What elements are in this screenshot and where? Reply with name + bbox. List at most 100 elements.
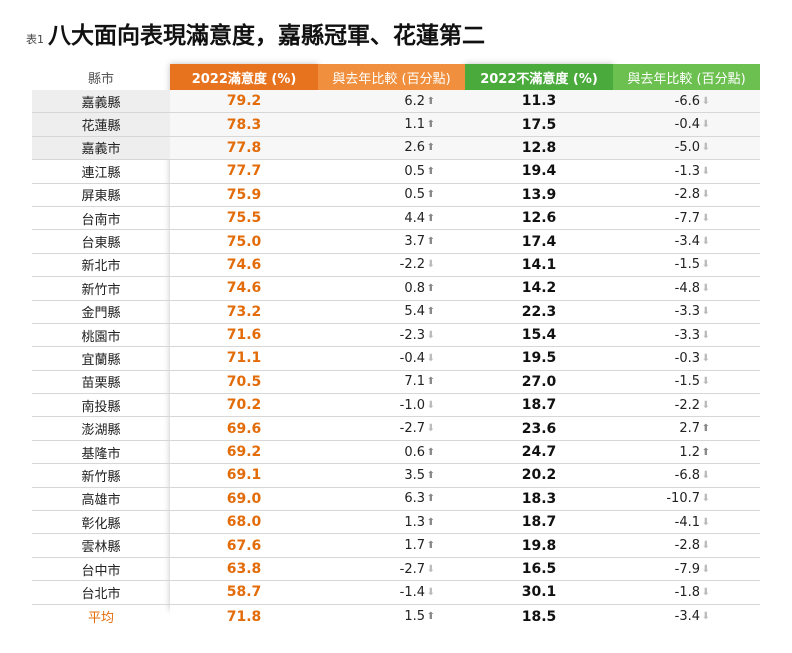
satisfaction-value: 58.7 xyxy=(226,584,262,601)
sat-change-value: 0.8 xyxy=(404,280,425,296)
dissatisfaction-value: 19.8 xyxy=(521,537,557,554)
dis-change-value: 1.2 xyxy=(679,444,700,460)
table-number: 表1 xyxy=(26,33,44,46)
satisfaction-cell: 75.9 xyxy=(170,183,318,207)
sat-change-cell: 0.5 ⬆ xyxy=(318,183,465,207)
dissatisfaction-value: 18.5 xyxy=(521,608,557,625)
arrow-up-icon: ⬆ xyxy=(701,446,710,458)
dissatisfaction-cell: 16.5 xyxy=(465,557,613,582)
dis-change-value: -7.7 xyxy=(674,210,700,226)
dissatisfaction-cell: 19.5 xyxy=(465,346,613,371)
dis-change-cell: 2.7 ⬆ xyxy=(613,416,760,441)
satisfaction-value: 69.2 xyxy=(226,444,262,461)
satisfaction-value: 75.9 xyxy=(226,186,262,203)
table-body: 嘉義縣 79.2 6.2 ⬆ 11.3 -6.6 ⬇ 花蓮縣 78.3 1.1 ⬆ 17.5 -0.4 ⬇… xyxy=(32,90,760,629)
table-row: 連江縣 77.7 0.5 ⬆ 19.4 -1.3 ⬇ xyxy=(32,159,760,184)
arrow-down-icon: ⬇ xyxy=(701,376,710,388)
table-header-row: 縣市 2022滿意度 (%) 與去年比較 (百分點) 2022不滿意度 (%) … xyxy=(32,64,760,90)
county-cell: 屏東縣 xyxy=(32,183,170,207)
dissatisfaction-value: 24.7 xyxy=(521,444,557,461)
dissatisfaction-value: 19.4 xyxy=(521,163,557,180)
arrow-down-icon: ⬇ xyxy=(701,399,710,411)
county-cell: 彰化縣 xyxy=(32,510,170,535)
satisfaction-cell: 71.1 xyxy=(170,346,318,371)
county-value: 平均 xyxy=(87,611,114,627)
dis-change-cell: -3.4 ⬇ xyxy=(613,603,760,629)
arrow-up-icon: ⬆ xyxy=(426,540,435,552)
arrow-up-icon: ⬆ xyxy=(426,189,435,201)
arrow-down-icon: ⬇ xyxy=(701,95,710,107)
satisfaction-cell: 77.7 xyxy=(170,159,318,184)
county-cell: 台中市 xyxy=(32,557,170,582)
dis-change-cell: -6.6 ⬇ xyxy=(613,90,760,114)
arrow-down-icon: ⬇ xyxy=(426,423,435,435)
arrow-down-icon: ⬇ xyxy=(426,563,435,575)
sat-change-cell: 1.7 ⬆ xyxy=(318,533,465,558)
dis-change-value: 2.7 xyxy=(679,421,700,437)
dis-change-cell: -10.7 ⬇ xyxy=(613,487,760,512)
arrow-down-icon: ⬇ xyxy=(701,352,710,364)
sat-change-cell: -2.3 ⬇ xyxy=(318,323,465,348)
satisfaction-cell: 70.5 xyxy=(170,370,318,395)
dis-change-value: -1.5 xyxy=(674,257,700,273)
arrow-down-icon: ⬇ xyxy=(701,165,710,177)
arrow-down-icon: ⬇ xyxy=(701,516,710,528)
satisfaction-cell: 74.6 xyxy=(170,276,318,301)
dissatisfaction-cell: 17.5 xyxy=(465,112,613,137)
table-row: 澎湖縣 69.6 -2.7 ⬇ 23.6 2.7 ⬆ xyxy=(32,416,760,441)
table-row: 屏東縣 75.9 0.5 ⬆ 13.9 -2.8 ⬇ xyxy=(32,183,760,207)
sat-change-cell: 1.3 ⬆ xyxy=(318,510,465,535)
table-row: 嘉義市 77.8 2.6 ⬆ 12.8 -5.0 ⬇ xyxy=(32,136,760,161)
sat-change-value: 6.2 xyxy=(404,93,425,109)
dis-change-cell: -0.4 ⬇ xyxy=(613,112,760,137)
county-cell: 苗栗縣 xyxy=(32,370,170,395)
county-value: 金門縣 xyxy=(81,306,121,322)
sat-change-value: -1.0 xyxy=(399,397,425,413)
dissatisfaction-value: 18.7 xyxy=(521,514,557,531)
sat-change-cell: 6.3 ⬆ xyxy=(318,487,465,512)
satisfaction-value: 77.7 xyxy=(226,163,262,180)
county-cell: 連江縣 xyxy=(32,159,170,184)
dis-change-cell: -2.8 ⬇ xyxy=(613,183,760,207)
dissatisfaction-value: 18.3 xyxy=(521,490,557,507)
dis-change-cell: -7.9 ⬇ xyxy=(613,557,760,582)
county-cell: 新北市 xyxy=(32,253,170,278)
sat-change-cell: -0.4 ⬇ xyxy=(318,346,465,371)
sat-change-value: -2.7 xyxy=(399,561,425,577)
arrow-down-icon: ⬇ xyxy=(701,189,710,201)
table-row: 彰化縣 68.0 1.3 ⬆ 18.7 -4.1 ⬇ xyxy=(32,510,760,535)
satisfaction-cell: 58.7 xyxy=(170,580,318,605)
county-cell: 金門縣 xyxy=(32,300,170,324)
header-dissatisfaction: 2022不滿意度 (%) xyxy=(465,64,613,90)
satisfaction-value: 63.8 xyxy=(226,561,262,577)
dissatisfaction-value: 13.9 xyxy=(521,186,557,203)
dis-change-cell: -2.2 ⬇ xyxy=(613,393,760,418)
county-cell: 南投縣 xyxy=(32,393,170,418)
arrow-up-icon: ⬆ xyxy=(426,611,435,623)
dis-change-value: -2.8 xyxy=(674,538,700,554)
satisfaction-value: 75.5 xyxy=(226,210,262,227)
sat-change-value: 1.1 xyxy=(404,117,425,133)
sat-change-cell: 1.1 ⬆ xyxy=(318,112,465,137)
sat-change-value: 1.7 xyxy=(404,538,425,554)
arrow-down-icon: ⬇ xyxy=(701,540,710,552)
sat-change-value: 0.5 xyxy=(404,163,425,179)
county-cell: 花蓮縣 xyxy=(32,112,170,137)
county-value: 新北市 xyxy=(81,259,121,275)
table-row: 台中市 63.8 -2.7 ⬇ 16.5 -7.9 ⬇ xyxy=(32,557,760,582)
satisfaction-cell: 71.8 xyxy=(170,603,318,629)
dissatisfaction-value: 12.8 xyxy=(521,139,557,156)
dissatisfaction-cell: 13.9 xyxy=(465,183,613,207)
arrow-down-icon: ⬇ xyxy=(701,329,710,341)
arrow-down-icon: ⬇ xyxy=(701,259,710,271)
table-row: 台北市 58.7 -1.4 ⬇ 30.1 -1.8 ⬇ xyxy=(32,580,760,605)
arrow-down-icon: ⬇ xyxy=(701,611,710,623)
arrow-down-icon: ⬇ xyxy=(701,563,710,575)
county-value: 雲林縣 xyxy=(81,540,121,556)
sat-change-cell: 2.6 ⬆ xyxy=(318,136,465,161)
arrow-up-icon: ⬆ xyxy=(426,493,435,505)
header-dis-change: 與去年比較 (百分點) xyxy=(613,64,760,90)
average-row: 平均 71.8 1.5 ⬆ 18.5 -3.4 ⬇ xyxy=(32,603,760,629)
sat-change-cell: 0.5 ⬆ xyxy=(318,159,465,184)
dis-change-cell: -4.8 ⬇ xyxy=(613,276,760,301)
